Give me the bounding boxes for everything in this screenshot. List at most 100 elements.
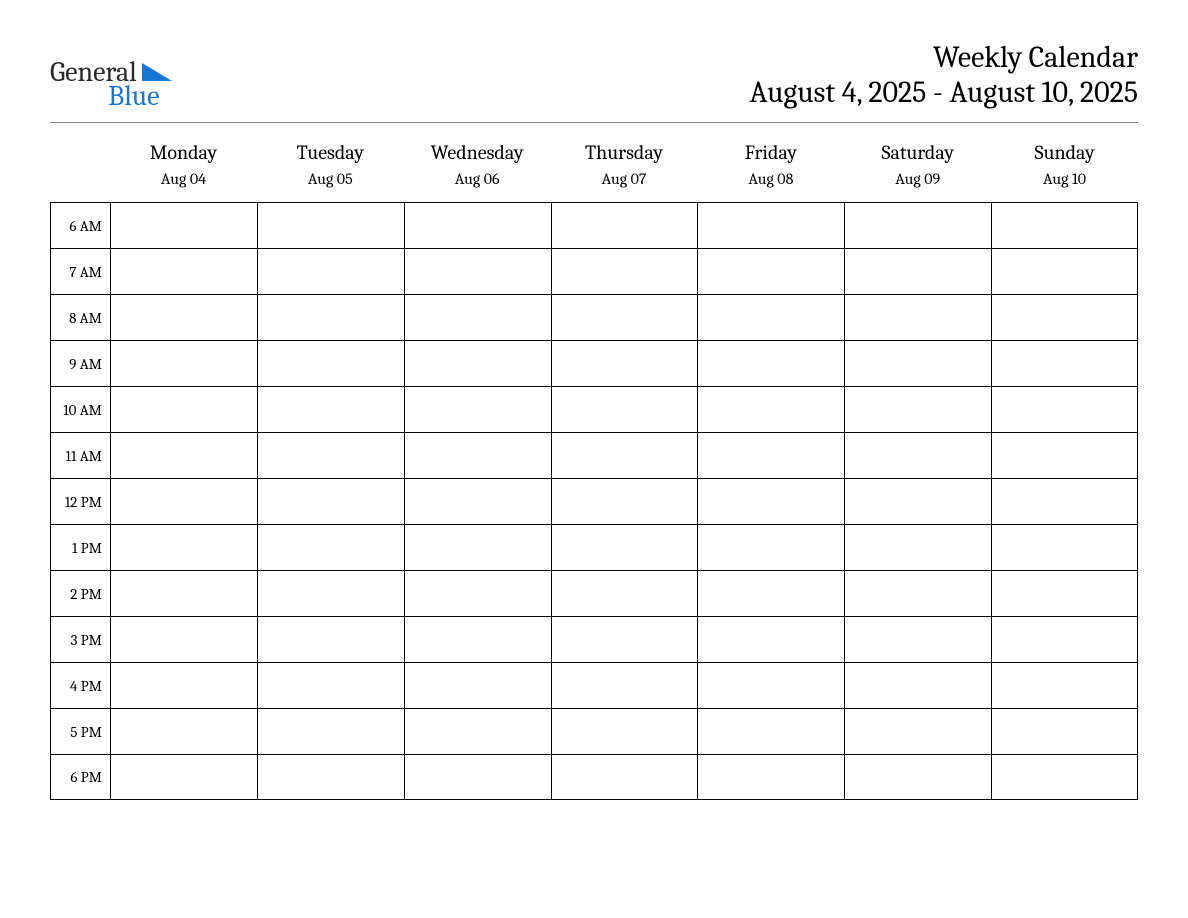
table-row: 6 PM <box>50 754 1138 800</box>
day-header: Friday Aug 08 <box>697 141 844 188</box>
day-header: Thursday Aug 07 <box>551 141 698 188</box>
day-name: Wednesday <box>404 141 551 164</box>
time-label: 7 AM <box>50 248 110 294</box>
calendar-cell <box>551 524 698 570</box>
calendar-cell <box>551 662 698 708</box>
calendar-cell <box>110 432 257 478</box>
day-header: Sunday Aug 10 <box>991 141 1138 188</box>
logo: General Blue <box>50 58 172 110</box>
day-name: Sunday <box>991 141 1138 164</box>
calendar-cell <box>257 386 404 432</box>
table-row: 2 PM <box>50 570 1138 616</box>
time-col-spacer <box>50 141 110 188</box>
table-row: 3 PM <box>50 616 1138 662</box>
calendar-cell <box>844 524 991 570</box>
calendar-cell <box>404 754 551 800</box>
calendar-cell <box>844 662 991 708</box>
table-row: 8 AM <box>50 294 1138 340</box>
calendar-cell <box>844 202 991 248</box>
calendar-cell <box>697 432 844 478</box>
time-label: 12 PM <box>50 478 110 524</box>
calendar-cell <box>404 386 551 432</box>
calendar-cell <box>257 478 404 524</box>
table-row: 6 AM <box>50 202 1138 248</box>
date-range: August 4, 2025 - August 10, 2025 <box>750 75 1138 110</box>
table-row: 7 AM <box>50 248 1138 294</box>
calendar-cell <box>551 432 698 478</box>
day-date: Aug 07 <box>551 170 698 188</box>
calendar-cell <box>697 616 844 662</box>
day-date: Aug 08 <box>697 170 844 188</box>
calendar-cell <box>991 616 1138 662</box>
calendar-cell <box>257 294 404 340</box>
calendar-cell <box>844 754 991 800</box>
calendar-cell <box>404 340 551 386</box>
time-label: 3 PM <box>50 616 110 662</box>
calendar-cell <box>551 708 698 754</box>
calendar-cell <box>110 294 257 340</box>
calendar-cell <box>257 708 404 754</box>
calendar-cell <box>551 478 698 524</box>
day-name: Tuesday <box>257 141 404 164</box>
calendar-cell <box>697 570 844 616</box>
calendar-cell <box>844 386 991 432</box>
calendar-cell <box>110 202 257 248</box>
calendar-cell <box>110 524 257 570</box>
calendar-cell <box>404 248 551 294</box>
time-label: 4 PM <box>50 662 110 708</box>
weekly-calendar: Monday Aug 04 Tuesday Aug 05 Wednesday A… <box>50 141 1138 800</box>
calendar-cell <box>404 616 551 662</box>
day-header: Tuesday Aug 05 <box>257 141 404 188</box>
calendar-cell <box>551 616 698 662</box>
calendar-cell <box>257 432 404 478</box>
time-label: 9 AM <box>50 340 110 386</box>
calendar-cell <box>110 662 257 708</box>
day-name: Friday <box>697 141 844 164</box>
calendar-cell <box>844 340 991 386</box>
calendar-cell <box>697 524 844 570</box>
table-row: 11 AM <box>50 432 1138 478</box>
day-name: Saturday <box>844 141 991 164</box>
calendar-cell <box>404 294 551 340</box>
calendar-cell <box>991 202 1138 248</box>
calendar-cell <box>110 386 257 432</box>
calendar-cell <box>991 432 1138 478</box>
calendar-cell <box>257 662 404 708</box>
day-date: Aug 04 <box>110 170 257 188</box>
calendar-cell <box>257 616 404 662</box>
calendar-cell <box>257 524 404 570</box>
calendar-cell <box>110 616 257 662</box>
calendar-cell <box>844 478 991 524</box>
title-block: Weekly Calendar August 4, 2025 - August … <box>750 40 1138 110</box>
calendar-cell <box>551 386 698 432</box>
time-label: 5 PM <box>50 708 110 754</box>
calendar-cell <box>697 478 844 524</box>
day-date: Aug 05 <box>257 170 404 188</box>
time-label: 6 PM <box>50 754 110 800</box>
calendar-cell <box>697 708 844 754</box>
calendar-cell <box>404 432 551 478</box>
day-headers-row: Monday Aug 04 Tuesday Aug 05 Wednesday A… <box>50 141 1138 188</box>
calendar-cell <box>991 248 1138 294</box>
calendar-grid: 6 AM7 AM8 AM9 AM10 AM11 AM12 PM1 PM2 PM3… <box>50 202 1138 800</box>
calendar-cell <box>551 248 698 294</box>
calendar-cell <box>991 478 1138 524</box>
calendar-cell <box>257 754 404 800</box>
calendar-cell <box>697 340 844 386</box>
calendar-cell <box>110 248 257 294</box>
calendar-cell <box>551 294 698 340</box>
calendar-cell <box>257 248 404 294</box>
calendar-cell <box>551 754 698 800</box>
calendar-cell <box>697 248 844 294</box>
time-label: 2 PM <box>50 570 110 616</box>
table-row: 9 AM <box>50 340 1138 386</box>
calendar-cell <box>844 570 991 616</box>
calendar-cell <box>844 432 991 478</box>
calendar-cell <box>697 662 844 708</box>
day-name: Monday <box>110 141 257 164</box>
calendar-cell <box>404 478 551 524</box>
page-header: General Blue Weekly Calendar August 4, 2… <box>50 40 1138 123</box>
calendar-cell <box>110 570 257 616</box>
day-name: Thursday <box>551 141 698 164</box>
calendar-cell <box>697 754 844 800</box>
